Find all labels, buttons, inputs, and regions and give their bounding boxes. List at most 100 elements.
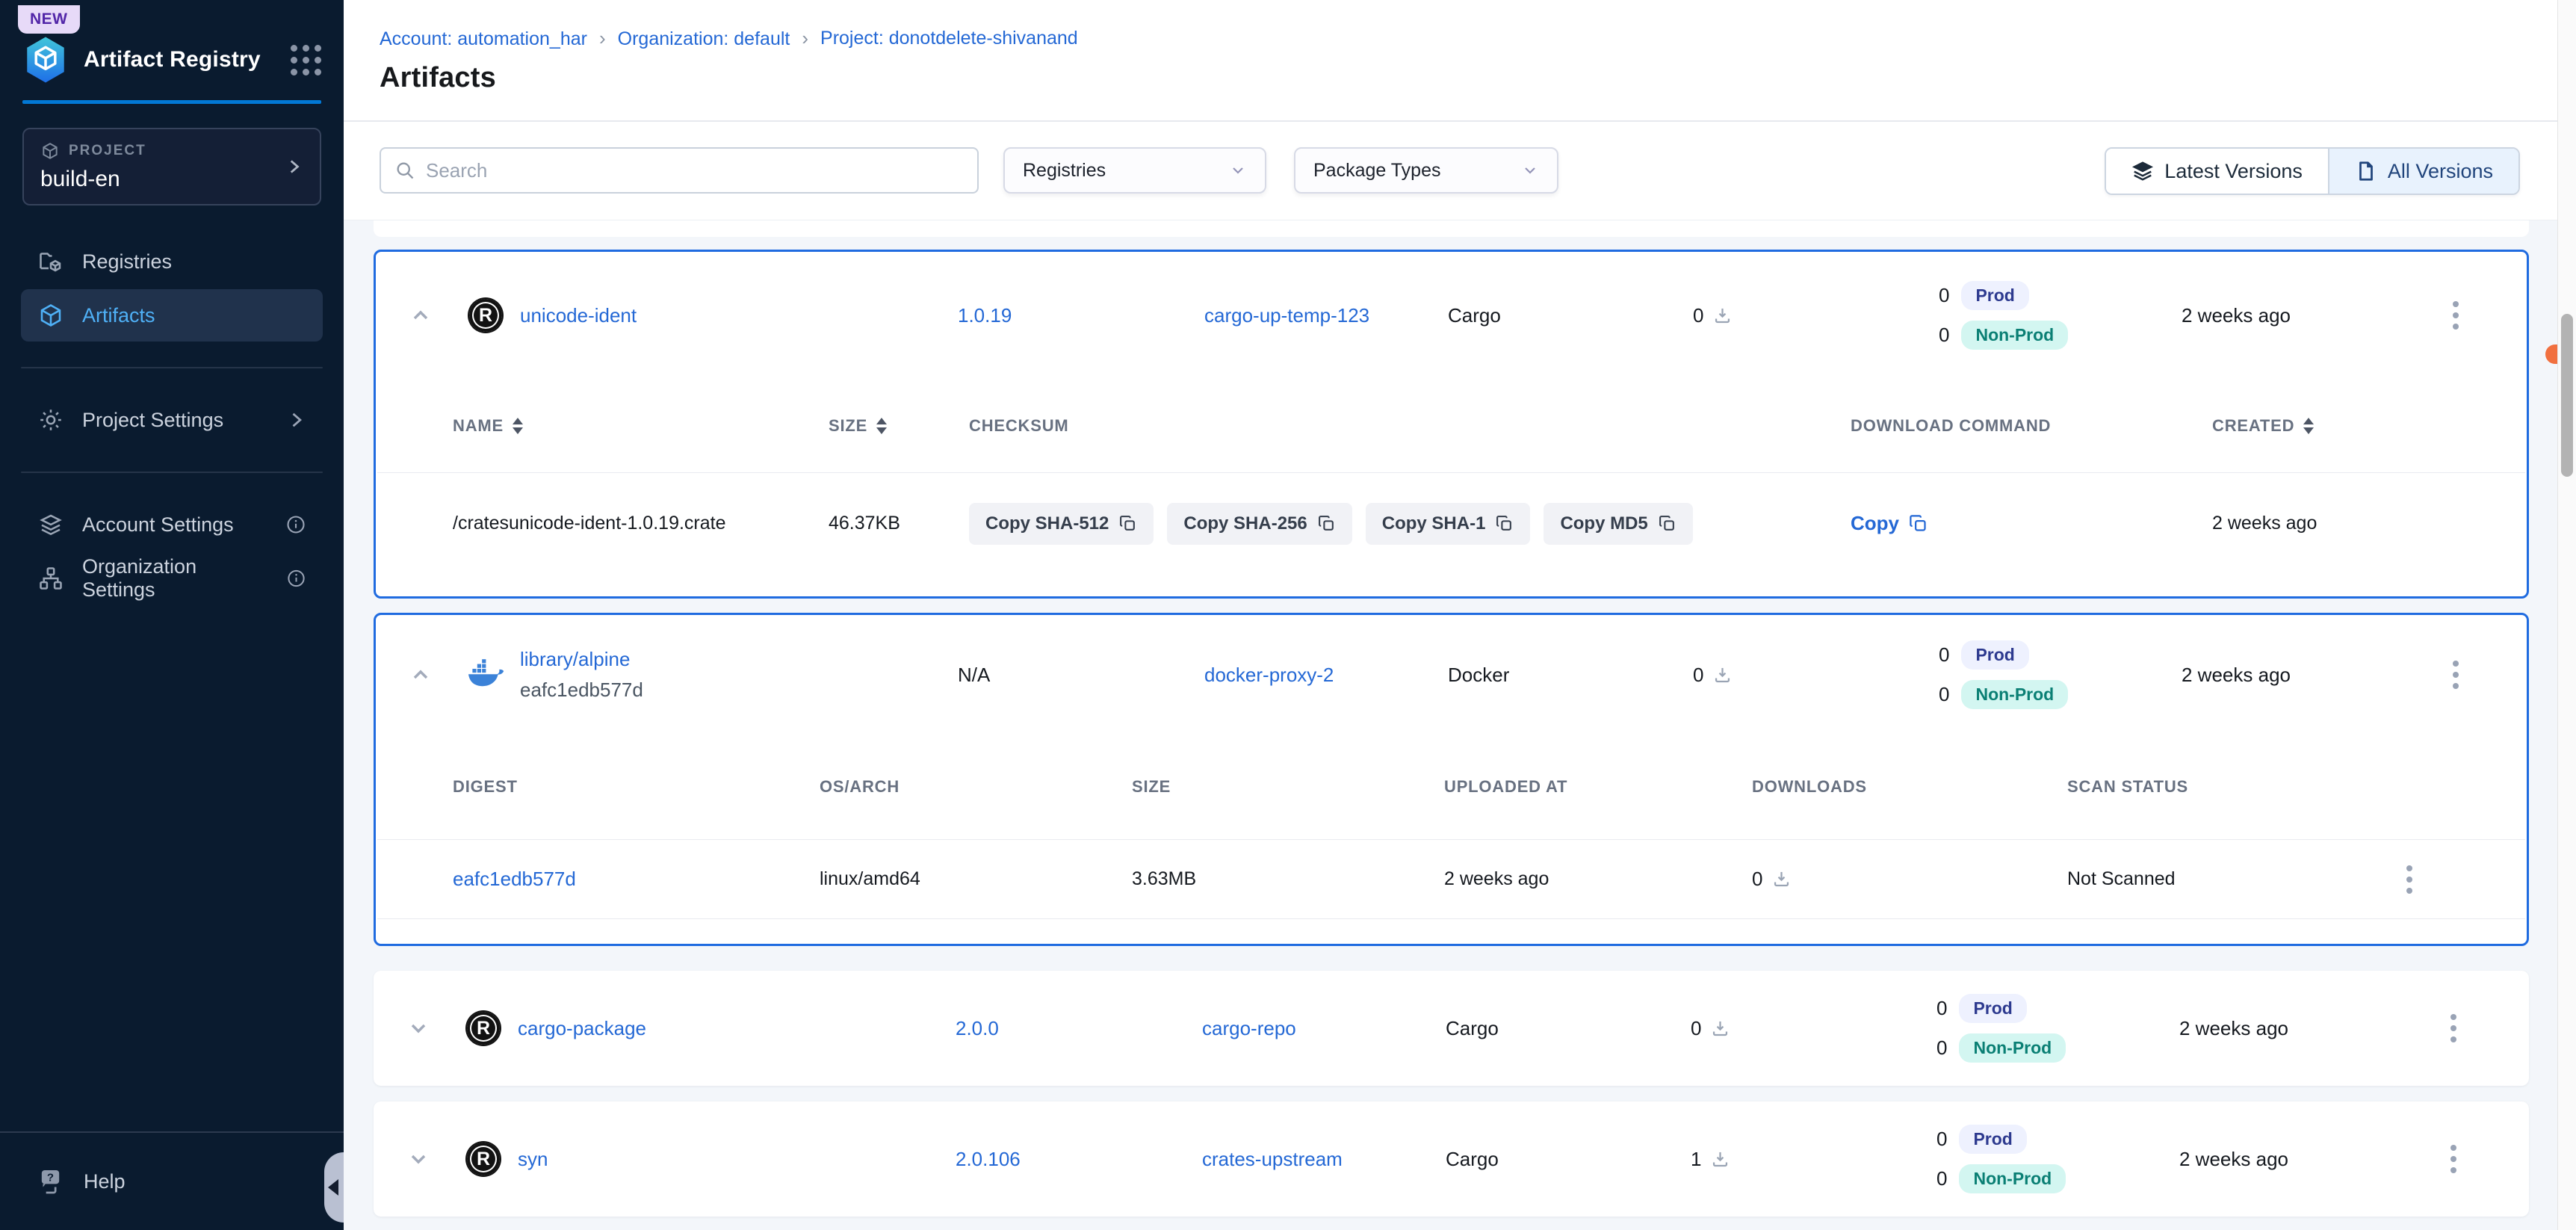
nonprod-badge: Non-Prod <box>1959 1164 2066 1193</box>
breadcrumb-project-link[interactable]: Project: donotdelete-shivanand <box>820 28 1078 49</box>
artifact-card-syn: R syn 2.0.106 crates-upstream Cargo 1 0 … <box>374 1101 2529 1217</box>
chevron-down-icon <box>1521 161 1539 179</box>
collapse-row-button[interactable] <box>407 661 434 688</box>
sort-icon[interactable] <box>513 418 523 434</box>
sidebar-item-help[interactable]: ? Help <box>0 1133 344 1230</box>
artifact-registry-link[interactable]: cargo-repo <box>1202 1017 1296 1039</box>
column-header-name: NAME <box>453 416 504 436</box>
copy-icon <box>1495 514 1514 533</box>
page-scrollbar-thumb[interactable] <box>2561 314 2573 477</box>
artifact-card-cargo-package: R cargo-package 2.0.0 cargo-repo Cargo 0… <box>374 971 2529 1086</box>
column-header-downloads: DOWNLOADS <box>1752 777 1867 797</box>
package-type: Cargo <box>1446 1148 1691 1171</box>
copy-sha512-button[interactable]: Copy SHA-512 <box>969 503 1154 545</box>
row-menu-button[interactable] <box>2446 1010 2461 1047</box>
artifact-version-link[interactable]: 2.0.0 <box>956 1017 999 1039</box>
artifact-registry-link[interactable]: crates-upstream <box>1202 1148 1343 1170</box>
expand-row-button[interactable] <box>405 1015 432 1042</box>
artifact-name-link[interactable]: cargo-package <box>518 1017 646 1039</box>
copy-sha256-button[interactable]: Copy SHA-256 <box>1167 503 1352 545</box>
sort-icon[interactable] <box>876 418 887 434</box>
sidebar-item-account-settings[interactable]: Account Settings <box>21 498 323 551</box>
artifact-digest: eafc1edb577d <box>520 679 958 702</box>
artifact-card-unicode-ident: R unicode-ident 1.0.19 cargo-up-temp-123… <box>374 250 2529 599</box>
search-input[interactable] <box>426 159 964 182</box>
breadcrumb-organization-link[interactable]: Organization: default <box>618 27 820 50</box>
breadcrumb-account-link[interactable]: Account: automation_har <box>380 27 618 50</box>
download-icon <box>1712 665 1733 685</box>
artifact-row: R cargo-package 2.0.0 cargo-repo Cargo 0… <box>374 971 2529 1086</box>
row-menu-button[interactable] <box>2448 297 2463 334</box>
artifact-version-link[interactable]: 1.0.19 <box>958 304 1012 327</box>
document-icon <box>2355 160 2377 182</box>
artifact-version-link[interactable]: 2.0.106 <box>956 1148 1021 1170</box>
page-scrollbar-track[interactable] <box>2557 0 2576 1230</box>
column-header-os-arch: OS/ARCH <box>820 777 900 797</box>
file-name: /cratesunicode-ident-1.0.19.crate <box>453 513 829 534</box>
sidebar-footer: ? Help <box>0 1131 344 1230</box>
package-types-filter-dropdown[interactable]: Package Types <box>1294 147 1558 194</box>
project-label: PROJECT <box>69 143 146 159</box>
sidebar-item-artifacts[interactable]: Artifacts <box>21 289 323 342</box>
latest-versions-button[interactable]: Latest Versions <box>2106 149 2328 194</box>
column-header-download-command: DOWNLOAD COMMAND <box>1851 416 2051 436</box>
latest-versions-label: Latest Versions <box>2164 160 2303 183</box>
digest-link[interactable]: eafc1edb577d <box>453 868 576 890</box>
last-updated: 2 weeks ago <box>2179 1148 2446 1171</box>
sort-icon[interactable] <box>2303 418 2314 434</box>
layers-icon <box>2131 160 2154 182</box>
copy-sha1-button[interactable]: Copy SHA-1 <box>1366 503 1531 545</box>
sidebar-item-registries[interactable]: Registries <box>21 235 323 288</box>
file-row: /cratesunicode-ident-1.0.19.crate 46.37K… <box>376 473 2527 574</box>
brand-row: Artifact Registry <box>0 36 344 84</box>
org-gear-icon <box>37 565 64 592</box>
chevron-down-icon <box>1229 161 1247 179</box>
page-title: Artifacts <box>380 62 2557 94</box>
sidebar-collapse-handle[interactable] <box>324 1152 344 1223</box>
artifact-name-link[interactable]: library/alpine <box>520 648 630 670</box>
registries-filter-dropdown[interactable]: Registries <box>1003 147 1266 194</box>
cargo-rust-icon: R <box>465 1010 501 1046</box>
all-versions-button[interactable]: All Versions <box>2328 149 2518 194</box>
nonprod-badge: Non-Prod <box>1961 321 2068 350</box>
sidebar-item-label: Artifacts <box>82 304 155 327</box>
prod-count: 0 <box>1939 284 1949 307</box>
row-menu-button[interactable] <box>2448 656 2463 693</box>
collapse-row-button[interactable] <box>407 302 434 329</box>
artifact-name-link[interactable]: unicode-ident <box>520 304 637 327</box>
docker-whale-icon <box>468 657 507 690</box>
digest-menu-button[interactable] <box>2402 861 2417 898</box>
info-icon[interactable] <box>286 568 306 589</box>
package-types-filter-label: Package Types <box>1313 160 1440 182</box>
download-count: 0 <box>1691 1017 1701 1040</box>
sidebar-item-label: Registries <box>82 250 172 273</box>
artifact-card-library-alpine: library/alpine eafc1edb577d N/A docker-p… <box>374 613 2529 946</box>
expand-row-button[interactable] <box>405 1146 432 1172</box>
artifact-row: R unicode-ident 1.0.19 cargo-up-temp-123… <box>376 252 2527 379</box>
version-view-toggle: Latest Versions All Versions <box>2105 147 2520 195</box>
column-header-size: SIZE <box>1132 777 1171 797</box>
info-icon[interactable] <box>285 514 306 535</box>
brand-underline <box>22 100 321 104</box>
column-header-scan-status: SCAN STATUS <box>2067 777 2188 797</box>
module-grid-icon[interactable] <box>291 45 321 75</box>
sidebar-divider <box>21 367 323 368</box>
project-selector[interactable]: PROJECT build-en <box>22 128 321 205</box>
project-cube-icon <box>40 141 60 161</box>
row-menu-button[interactable] <box>2446 1140 2461 1178</box>
collapse-left-arrow-icon <box>328 1179 338 1196</box>
copy-icon <box>1658 514 1676 533</box>
project-name: build-en <box>40 167 303 192</box>
copy-download-command-button[interactable]: Copy <box>1851 512 1928 535</box>
download-count: 1 <box>1691 1148 1701 1171</box>
artifact-name-link[interactable]: syn <box>518 1148 548 1170</box>
download-icon <box>1710 1149 1730 1169</box>
artifact-registry-link[interactable]: cargo-up-temp-123 <box>1204 304 1369 327</box>
sidebar-item-organization-settings[interactable]: Organization Settings <box>21 552 323 605</box>
nonprod-badge: Non-Prod <box>1961 680 2068 709</box>
copy-md5-button[interactable]: Copy MD5 <box>1544 503 1692 545</box>
last-updated: 2 weeks ago <box>2182 304 2448 327</box>
chevron-down-icon <box>406 1147 430 1171</box>
artifact-registry-link[interactable]: docker-proxy-2 <box>1204 664 1334 686</box>
sidebar-item-project-settings[interactable]: Project Settings <box>21 394 323 446</box>
